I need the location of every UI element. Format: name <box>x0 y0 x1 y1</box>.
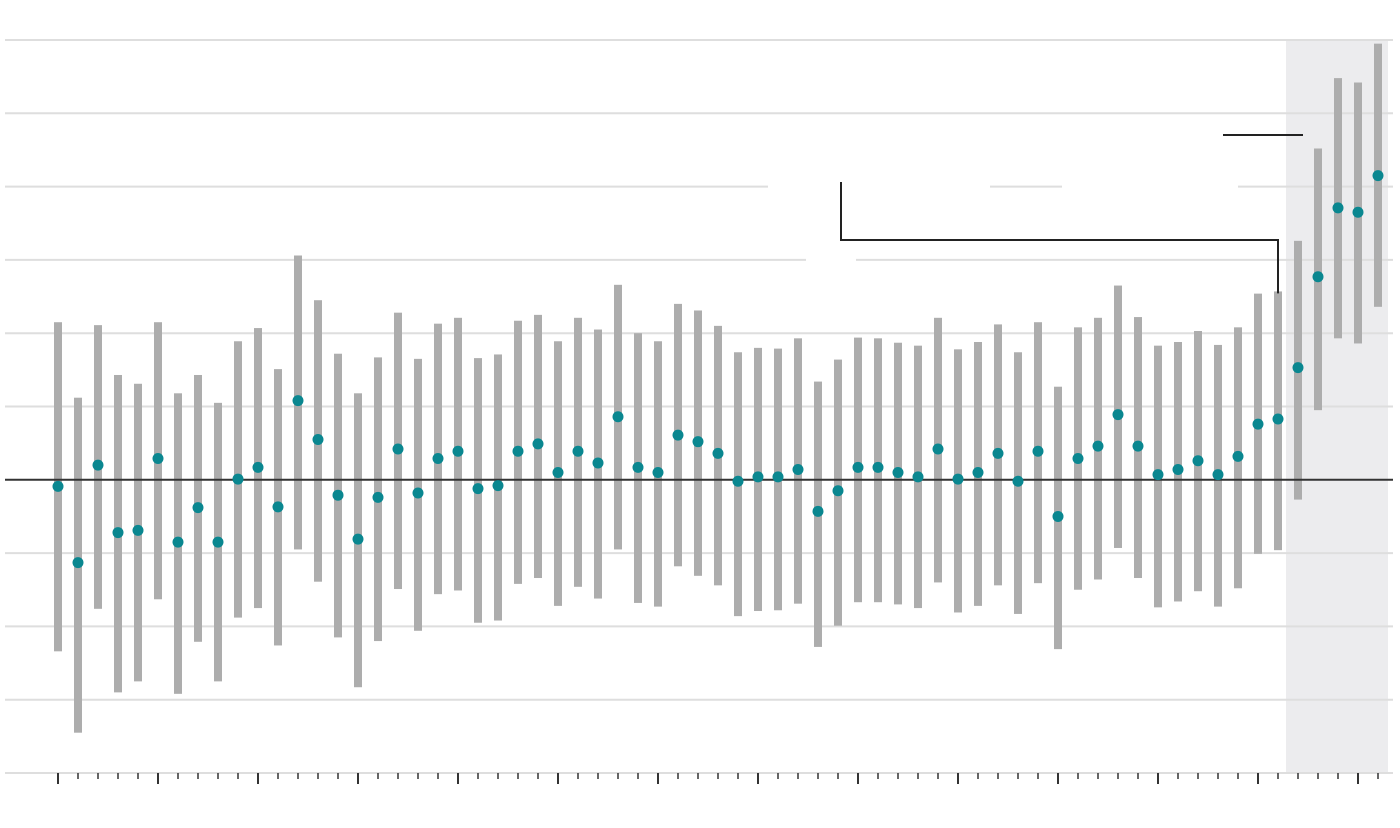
data-point <box>592 457 604 469</box>
data-point <box>712 447 724 459</box>
gridline-gap <box>768 183 990 190</box>
data-point <box>612 411 624 423</box>
data-point <box>1052 510 1064 522</box>
data-point <box>1312 271 1324 283</box>
data-point <box>512 445 524 457</box>
gridline-gap <box>1062 183 1238 190</box>
data-point <box>1172 464 1184 476</box>
data-point <box>532 438 544 450</box>
data-point <box>412 487 424 499</box>
data-point <box>992 447 1004 459</box>
data-point <box>332 489 344 501</box>
data-point <box>172 536 184 548</box>
data-point <box>952 473 964 485</box>
annotation-lines <box>840 134 1303 294</box>
data-point <box>232 473 244 485</box>
data-point <box>652 466 664 478</box>
data-point <box>392 443 404 455</box>
data-points <box>52 170 1384 569</box>
data-point <box>1092 440 1104 452</box>
data-point <box>872 461 884 473</box>
data-point <box>72 557 84 569</box>
data-point <box>552 466 564 478</box>
data-point <box>752 471 764 483</box>
data-point <box>1332 202 1344 214</box>
data-point <box>672 429 684 441</box>
data-point <box>1352 206 1364 218</box>
data-point <box>272 501 284 513</box>
data-point <box>692 436 704 448</box>
x-axis-ticks <box>57 773 1379 784</box>
data-point <box>572 445 584 457</box>
data-point <box>1132 440 1144 452</box>
data-point <box>1012 475 1024 487</box>
data-point <box>852 461 864 473</box>
data-point <box>92 459 104 471</box>
data-point <box>252 461 264 473</box>
data-point <box>1232 450 1244 462</box>
data-point <box>192 502 204 514</box>
annotation-leader-line <box>840 182 1279 294</box>
data-point <box>1112 409 1124 421</box>
data-point <box>1192 455 1204 467</box>
data-point <box>1152 469 1164 481</box>
data-point <box>312 433 324 445</box>
data-point <box>972 466 984 478</box>
data-point <box>352 533 364 545</box>
data-point <box>732 475 744 487</box>
data-point <box>112 527 124 539</box>
data-point <box>492 480 504 492</box>
data-point <box>1252 418 1264 430</box>
data-point <box>1292 362 1304 374</box>
data-point <box>832 485 844 497</box>
data-point <box>912 471 924 483</box>
data-point <box>812 505 824 517</box>
data-point <box>152 453 164 465</box>
data-point <box>1072 453 1084 465</box>
data-point <box>432 453 444 465</box>
data-point <box>1372 170 1384 182</box>
data-point <box>212 536 224 548</box>
data-point <box>932 443 944 455</box>
data-point <box>792 464 804 476</box>
data-point <box>132 524 144 536</box>
data-point <box>892 466 904 478</box>
data-point <box>1032 445 1044 457</box>
data-point <box>372 491 384 503</box>
data-point <box>292 395 304 407</box>
data-point <box>1212 469 1224 481</box>
data-point <box>472 483 484 495</box>
data-point <box>1272 413 1284 425</box>
data-point <box>632 461 644 473</box>
gridline-gap <box>806 256 856 263</box>
data-point <box>52 480 64 492</box>
data-point <box>452 445 464 457</box>
data-point <box>772 471 784 483</box>
